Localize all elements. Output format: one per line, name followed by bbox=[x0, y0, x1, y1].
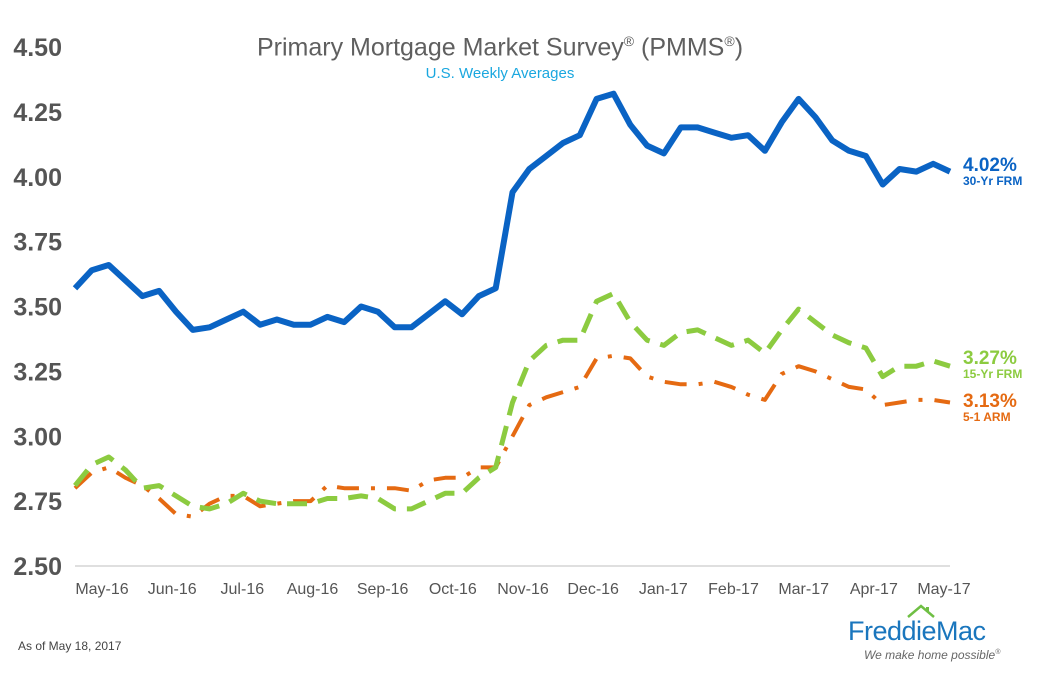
registered-mark: ® bbox=[623, 33, 635, 49]
y-tick-label: 3.00 bbox=[13, 423, 62, 451]
registered-mark: ® bbox=[724, 33, 735, 49]
x-tick-label: Jun-16 bbox=[148, 581, 197, 598]
house-roof-icon bbox=[907, 604, 935, 618]
y-tick-label: 4.50 bbox=[13, 34, 62, 62]
chart-title-close: ) bbox=[734, 33, 744, 62]
x-tick-label: May-16 bbox=[75, 581, 128, 598]
logo-wordmark: FreddieMac bbox=[848, 616, 986, 646]
x-tick-label: May-17 bbox=[917, 581, 970, 598]
series-line-30-yr-frm bbox=[72, 90, 952, 333]
series-end-name: 5-1 ARM bbox=[963, 410, 1011, 424]
logo-tagline-text: We make home possible bbox=[864, 648, 996, 662]
series-end-name: 30-Yr FRM bbox=[963, 174, 1022, 188]
x-tick-label: Nov-16 bbox=[497, 581, 549, 598]
series-end-value: 3.27% bbox=[963, 348, 1017, 369]
y-tick-label: 3.50 bbox=[13, 294, 62, 322]
series-line-5-1-arm bbox=[73, 353, 951, 519]
freddie-mac-logo: FreddieMac We make home possible® bbox=[848, 604, 1008, 662]
chart-title-acronym: (PMMS bbox=[641, 33, 725, 62]
registered-mark: ® bbox=[995, 649, 1001, 656]
y-tick-label: 3.25 bbox=[13, 358, 62, 386]
x-tick-label: Jul-16 bbox=[221, 581, 265, 598]
chart-title-main: Primary Mortgage Market Survey bbox=[256, 33, 624, 62]
y-tick-label: 4.00 bbox=[13, 164, 62, 192]
chart-subtitle: U.S. Weekly Averages bbox=[425, 65, 575, 83]
chart-title: Primary Mortgage Market Survey® (PMMS®) bbox=[180, 26, 820, 62]
x-tick-label: Dec-16 bbox=[567, 581, 619, 598]
series-line-15-yr-frm bbox=[73, 291, 951, 512]
logo-tagline: We make home possible® bbox=[864, 646, 1008, 662]
series-end-value: 4.02% bbox=[963, 155, 1017, 176]
y-tick-label: 3.75 bbox=[13, 229, 62, 257]
y-tick-label: 2.75 bbox=[13, 488, 62, 516]
chart-header: Primary Mortgage Market Survey® (PMMS®) … bbox=[180, 26, 820, 84]
x-tick-label: Aug-16 bbox=[287, 581, 339, 598]
x-tick-label: Oct-16 bbox=[429, 581, 477, 598]
x-tick-label: Apr-17 bbox=[850, 581, 898, 598]
series-end-name: 15-Yr FRM bbox=[963, 367, 1022, 381]
y-tick-label: 2.50 bbox=[13, 553, 62, 581]
as-of-date: As of May 18, 2017 bbox=[18, 639, 122, 653]
y-tick-label: 4.25 bbox=[13, 99, 62, 127]
series-end-value: 3.13% bbox=[963, 391, 1017, 412]
x-tick-label: Jan-17 bbox=[639, 581, 688, 598]
x-tick-label: Feb-17 bbox=[708, 581, 759, 598]
x-tick-label: Mar-17 bbox=[778, 581, 829, 598]
x-tick-label: Sep-16 bbox=[357, 581, 409, 598]
